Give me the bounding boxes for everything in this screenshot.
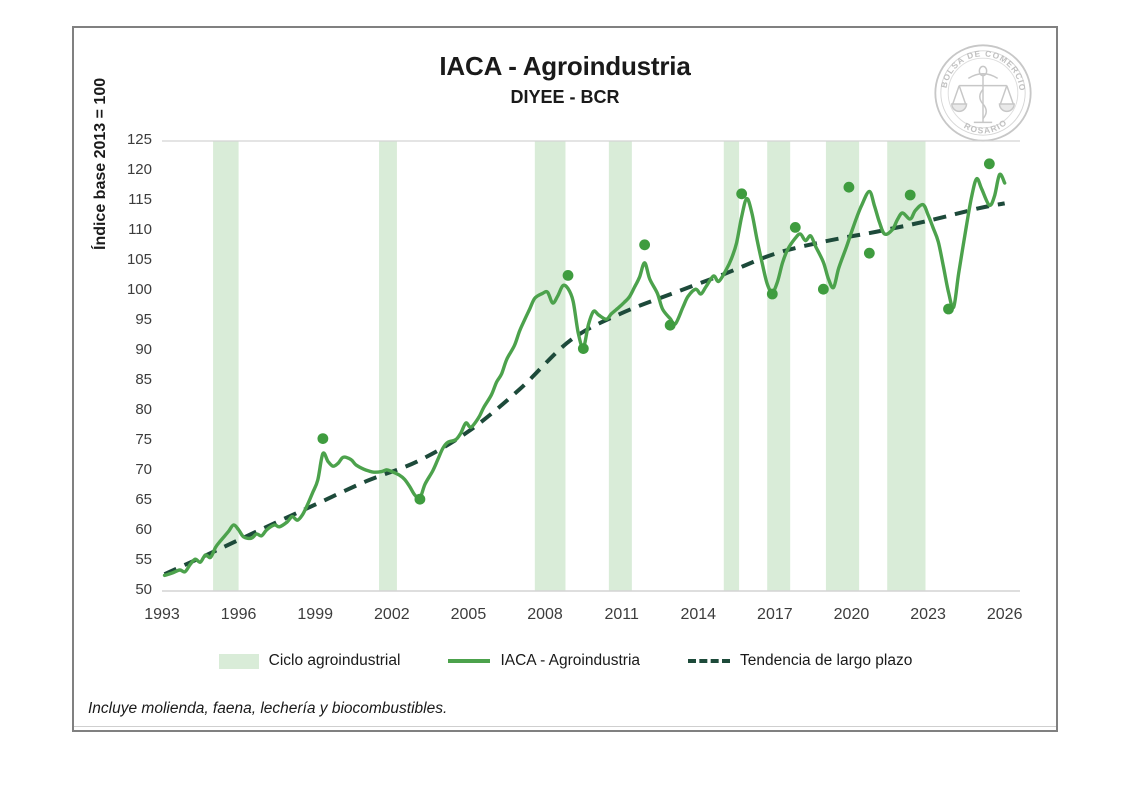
x-tick-label: 1993 — [144, 606, 180, 623]
legend-label-line: IACA - Agroindustria — [500, 652, 641, 669]
dashed-line-icon — [688, 659, 731, 663]
y-axis-label: Índice base 2013 = 100 — [92, 78, 110, 250]
y-tick-label: 60 — [135, 521, 152, 538]
x-tick-label: 2008 — [527, 606, 563, 623]
legend-item-line: IACA - Agroindustria — [448, 652, 640, 670]
y-tick-label: 50 — [135, 581, 152, 598]
x-tick-label: 2020 — [833, 606, 870, 623]
x-tick-label: 2014 — [680, 606, 717, 623]
bcr-logo-icon: BOLSA DE COMERCIO DE ROSARIO — [928, 38, 1032, 142]
footnote-divider — [74, 726, 1056, 727]
chart-title-block: IACA - Agroindustria DIYEE - BCR — [74, 52, 1056, 108]
y-tick-label: 100 — [126, 281, 152, 298]
y-tick-label: 125 — [126, 131, 152, 148]
page-title: IACA - Agroindustria — [439, 51, 691, 81]
x-tick-label: 2023 — [910, 606, 946, 623]
x-tick-label: 1999 — [297, 606, 333, 623]
y-tick-label: 105 — [126, 251, 152, 268]
y-tick-label: 85 — [135, 371, 152, 388]
y-tick-label: 65 — [135, 491, 152, 508]
y-tick-label: 75 — [135, 431, 152, 448]
band-swatch-icon — [218, 653, 259, 669]
y-tick-label: 55 — [135, 551, 152, 568]
y-tick-label: 120 — [126, 161, 152, 178]
y-tick-label: 70 — [135, 461, 152, 478]
x-tick-label: 2017 — [757, 606, 793, 623]
y-tick-label: 90 — [135, 341, 152, 358]
x-tick-label: 2011 — [604, 606, 639, 623]
legend-item-trend: Tendencia de largo plazo — [688, 652, 912, 670]
solid-line-icon — [448, 659, 491, 663]
y-tick-label: 95 — [135, 311, 152, 328]
chart-legend: Ciclo agroindustrial IACA - Agroindustri… — [0, 652, 1131, 670]
chart-footnote: Incluye molienda, faena, lechería y bioc… — [88, 700, 448, 717]
y-tick-label: 110 — [128, 221, 152, 238]
chart-card: IACA - Agroindustria DIYEE - BCR BOLSA D… — [72, 26, 1058, 732]
legend-item-band: Ciclo agroindustrial — [218, 652, 401, 670]
chart-subtitle: DIYEE - BCR — [510, 86, 620, 107]
legend-label-trend: Tendencia de largo plazo — [740, 652, 913, 669]
x-tick-label: 2026 — [986, 606, 1023, 623]
x-tick-label: 1996 — [220, 606, 257, 623]
x-tick-label: 2005 — [450, 606, 487, 623]
y-tick-label: 80 — [135, 401, 152, 418]
y-tick-label: 115 — [128, 191, 152, 208]
legend-label-band: Ciclo agroindustrial — [268, 652, 401, 669]
x-tick-label: 2002 — [374, 606, 410, 623]
